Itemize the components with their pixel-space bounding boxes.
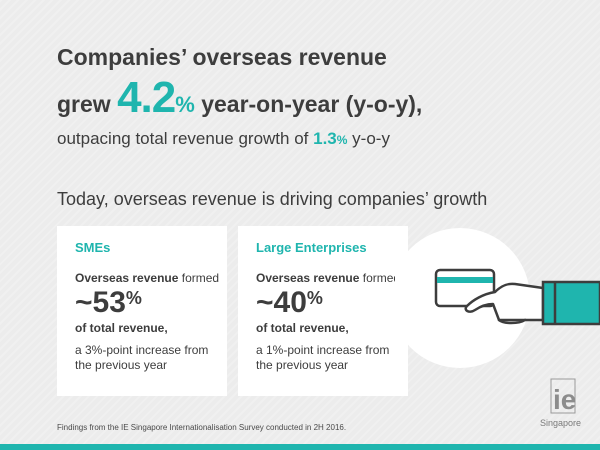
logo-text: Singapore <box>540 418 582 428</box>
large-enterprises-card: Large Enterprises Overseas revenue forme… <box>238 226 408 396</box>
sme-card: SMEs Overseas revenue formed ~53% of tot… <box>57 226 227 396</box>
subhead: Today, overseas revenue is driving compa… <box>57 189 488 209</box>
card-total-text: of total revenue, <box>75 321 168 335</box>
card-value: ~53% <box>75 287 227 319</box>
hand-icon <box>464 282 545 325</box>
sleeve-icon <box>541 280 600 326</box>
headline-outpacing: outpacing total revenue growth of <box>57 129 314 148</box>
card-formed-bold: Overseas revenue <box>256 271 360 285</box>
card-formed-text: Overseas revenue formed <box>256 271 408 285</box>
card-formed-rest: formed <box>178 271 220 285</box>
headline-line-2: grew 4.2% year-on-year (y-o-y), <box>57 76 577 127</box>
headline-line-3-suffix: y-o-y <box>347 129 390 148</box>
card-value-number: ~53 <box>75 286 126 319</box>
headline-line-3: outpacing total revenue growth of 1.3% y… <box>57 129 577 149</box>
headline-total-growth-percent: % <box>336 133 348 147</box>
card-increase-text: a 3%-point increase from the previous ye… <box>75 343 209 372</box>
footnote: Findings from the IE Singapore Internati… <box>57 423 347 432</box>
headline-line-1: Companies’ overseas revenue <box>57 44 387 70</box>
headline-growth-value: 4.2 <box>117 73 176 122</box>
card-formed-text: Overseas revenue formed <box>75 271 227 285</box>
card-value-number: ~40 <box>256 286 307 319</box>
card-value: ~40% <box>256 287 408 319</box>
headline-yoy: year-on-year (y-o-y), <box>194 91 423 117</box>
svg-text:ie: ie <box>553 384 576 415</box>
hand-holding-card-icon <box>395 228 600 368</box>
headline-grew: grew <box>57 91 118 117</box>
card-formed-rest: formed <box>359 271 401 285</box>
card-title: SMEs <box>75 240 111 255</box>
bottom-accent-bar <box>0 444 600 450</box>
card-value-percent: % <box>306 288 323 308</box>
card-total-text: of total revenue, <box>256 321 349 335</box>
card-formed-bold: Overseas revenue <box>75 271 179 285</box>
headline-growth-percent: % <box>175 92 195 117</box>
card-increase-text: a 1%-point increase from the previous ye… <box>256 343 390 372</box>
card-title: Large Enterprises <box>256 240 367 255</box>
ie-singapore-logo: ie <box>550 378 576 415</box>
headline: Companies’ overseas revenue grew 4.2% ye… <box>57 42 577 149</box>
headline-total-growth-value: 1.3 <box>313 129 337 148</box>
card-value-percent: % <box>125 288 142 308</box>
